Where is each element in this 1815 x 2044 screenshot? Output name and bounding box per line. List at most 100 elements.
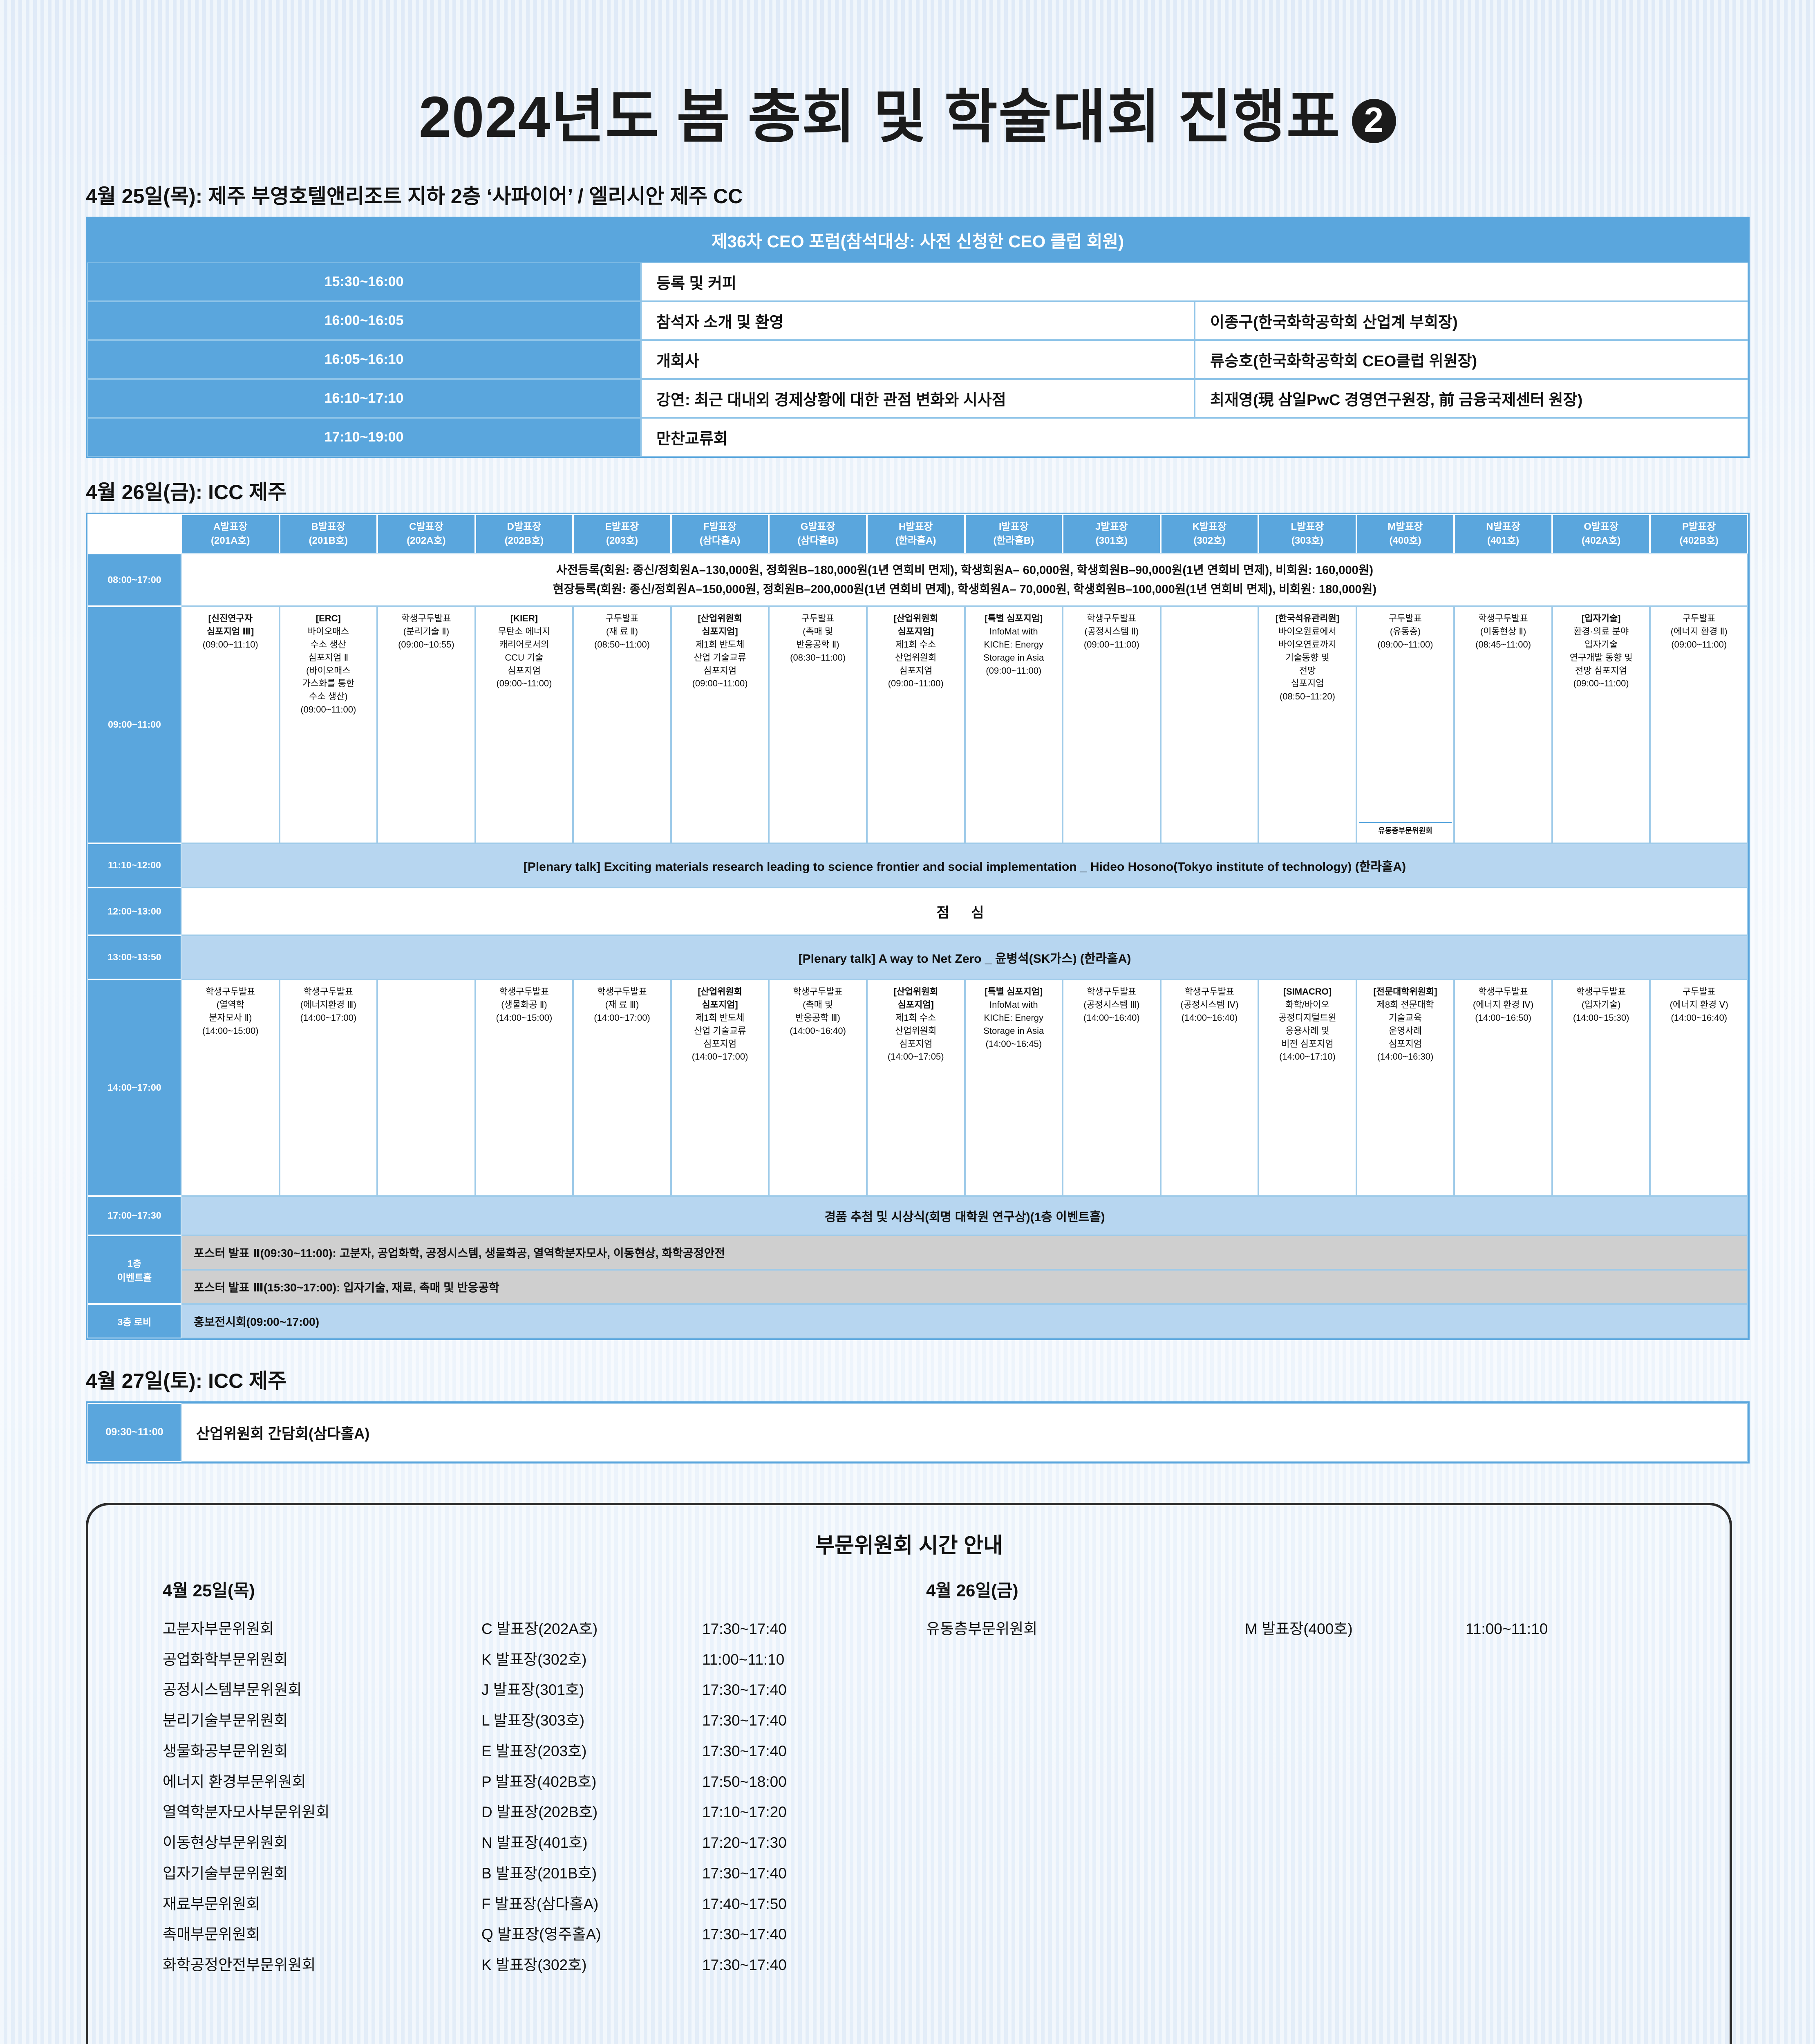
session-line: 제1회 반도체 <box>695 639 745 650</box>
committee-room: N 발표장(401호) <box>481 1834 588 1851</box>
room-number: (201B호) <box>309 535 348 547</box>
committee-row: 열역학분자모사부문위원회 D 발표장(202B호) 17:10~17:20 <box>145 1797 909 1828</box>
plenary-talk-2: [Plenary talk] A way to Net Zero _ 윤병석(S… <box>181 935 1748 979</box>
table-row: 15:30~16:00 등록 및 커피 <box>87 262 1748 301</box>
session-line: 산업위원회 <box>895 1025 937 1036</box>
room-number: (303호) <box>1291 535 1324 547</box>
committee-row: 고분자부문위원회 C 발표장(202A호) 17:30~17:40 <box>145 1614 909 1645</box>
session-line: (14:00~17:00) <box>300 1012 357 1023</box>
day3-time: 09:30~11:00 <box>87 1403 181 1462</box>
registration-onsiteline: 현장등록(회원: 종신/정회원A–150,000원, 정회원B–200,000원… <box>553 583 1377 596</box>
morning-session-cell-I발표장: [특별 심포지엄] InfoMat with KIChE: Energy Storag… <box>965 606 1063 843</box>
session-line: 운영사례 <box>1389 1025 1422 1036</box>
committee-name: 재료부문위원회 <box>163 1895 260 1912</box>
committee-name: 유동층부문위원회 <box>926 1620 1038 1637</box>
session-line: (08:50~11:00) <box>594 639 650 650</box>
session-line: CCU 기술 <box>505 652 544 663</box>
page-number-badge: 2 <box>1352 99 1396 143</box>
table-row: 14:00~17:00 학생구두발표 (열역학 분자모사 Ⅱ) (14:00~15:00… <box>87 979 1748 1196</box>
afternoon-session-cell-F발표장: [산업위원회 심포지엄] 제1회 반도체 산업 기술교류 심포지엄 (14:00~17:0… <box>671 979 769 1196</box>
session-title: [산업위원회 <box>698 986 742 997</box>
session-line: KIChE: Energy <box>984 639 1044 650</box>
committee-time: 17:10~17:20 <box>702 1804 787 1821</box>
table-row: 3층 로비 홍보전시회(09:00~17:00) <box>87 1304 1748 1338</box>
session-title: 심포지엄] <box>897 999 934 1010</box>
table-row: 16:00~16:05 참석자 소개 및 환영 이종구(한국화학공학회 산업계 … <box>87 301 1748 340</box>
committee-room: C 발표장(202A호) <box>481 1620 598 1637</box>
room-number: (402A호) <box>1581 535 1621 547</box>
session-line: 공정디지털트윈 <box>1278 1012 1336 1023</box>
session-line: (재 료 Ⅲ) <box>605 999 639 1010</box>
room-name: N발표장 <box>1486 521 1520 532</box>
session-line: 학생구두발표 <box>793 986 843 997</box>
committee-day-label: 4월 25일(목) <box>163 1580 255 1600</box>
session-line: (09:00~11:00) <box>300 704 356 715</box>
committee-name: 공업화학부문위원회 <box>163 1651 288 1668</box>
session-line: (입자기술) <box>1581 999 1621 1010</box>
committee-time: 11:00~11:10 <box>1466 1620 1548 1637</box>
ceo-row-time: 15:30~16:00 <box>87 262 641 301</box>
committee-time: 11:00~11:10 <box>702 1651 785 1668</box>
time-slot: 09:00~11:00 <box>87 606 181 843</box>
room-number: (202A호) <box>407 535 446 547</box>
session-line: (공정시스템 Ⅱ) <box>1084 626 1139 637</box>
room-number: (400호) <box>1389 535 1421 547</box>
room-number: (202B호) <box>504 535 544 547</box>
ceo-row-time: 16:00~16:05 <box>87 301 641 340</box>
afternoon-session-cell-I발표장: [특별 심포지엄] InfoMat with KIChE: Energy Storag… <box>965 979 1063 1196</box>
session-line: 환경·의료 분야 <box>1573 626 1629 637</box>
session-line: 수소 생산 <box>310 639 346 650</box>
committee-row: 촉매부문위원회 Q 발표장(영주홀A) 17:30~17:40 <box>145 1919 909 1950</box>
session-title: 심포지엄 Ⅲ] <box>207 626 254 637</box>
session-line: (14:00~16:45) <box>985 1038 1042 1049</box>
afternoon-session-cell-M발표장: [전문대학위원회] 제8회 전문대학 기술교육 운영사례 심포지엄 (14:00~16:3… <box>1356 979 1455 1196</box>
day3-heading: 4월 27일(토): ICC 제주 <box>86 1369 287 1392</box>
session-line: (에너지 환경 Ⅳ) <box>1473 999 1534 1010</box>
committee-room: B 발표장(201B호) <box>481 1865 597 1882</box>
session-title: [한국석유관리원] <box>1275 613 1340 623</box>
session-title: [특별 심포지엄] <box>985 613 1043 623</box>
afternoon-session-cell-J발표장: 학생구두발표 (공정시스템 Ⅲ) (14:00~16:40) <box>1063 979 1161 1196</box>
committee-name: 화학공정안전부문위원회 <box>163 1957 316 1974</box>
session-line: 구두발표 <box>801 613 835 623</box>
session-line: 구두발표 <box>1682 986 1716 997</box>
session-line: (촉매 및 <box>803 626 833 637</box>
time-slot: 08:00~17:00 <box>87 554 181 606</box>
session-line: 바이오원료에서 <box>1278 626 1336 637</box>
committee-time: 17:30~17:40 <box>702 1681 787 1699</box>
room-header-D발표장: D발표장 (202B호) <box>475 514 573 554</box>
room-header-row: A발표장 (201A호) B발표장 (201B호) C발표장 (202A호) D발표장 (20… <box>87 514 1748 554</box>
table-row: 1층 이벤트홀 포스터 발표 Ⅱ(09:30~11:00): 고분자, 공업화학, … <box>87 1235 1748 1304</box>
session-title: [KIER] <box>510 613 538 623</box>
session-line: 심포지엄 <box>899 1038 933 1049</box>
session-line: (09:00~11:00) <box>496 678 552 689</box>
session-line: 심포지엄 <box>1389 1038 1422 1049</box>
room-name: G발표장 <box>800 521 835 532</box>
committee-room: J 발표장(301호) <box>481 1681 584 1699</box>
committee-time: 17:30~17:40 <box>702 1957 787 1974</box>
room-name: P발표장 <box>1682 521 1716 532</box>
ceo-row-activity: 참석자 소개 및 환영 <box>641 301 1195 340</box>
committee-room: P 발표장(402B호) <box>481 1773 597 1790</box>
committee-row: 화학공정안전부문위원회 K 발표장(302호) 17:30~17:40 <box>145 1950 909 1981</box>
committee-name: 입자기술부문위원회 <box>163 1865 288 1882</box>
table-row: 제36차 CEO 포럼(참석대상: 사전 신청한 CEO 클럽 회원) <box>87 218 1748 262</box>
session-line: 제8회 전문대학 <box>1376 999 1434 1010</box>
morning-session-cell-O발표장: [입자기술] 환경·의료 분야 입자기술 연구개발 동향 및 전망 심포지엄 (09:00… <box>1552 606 1650 843</box>
committee-room: E 발표장(203호) <box>481 1742 587 1759</box>
afternoon-session-cell-B발표장: 학생구두발표 (에너지환경 Ⅲ) (14:00~17:00) <box>279 979 378 1196</box>
room-number: (삼다홀B) <box>797 535 838 547</box>
table-row: 08:00~17:00 사전등록(회원: 종신/정회원A–130,000원, 정회… <box>87 554 1748 606</box>
table-row: 11:10~12:00 [Plenary talk] Exciting mater… <box>87 843 1748 888</box>
committee-row: 에너지 환경부문위원회 P 발표장(402B호) 17:50~18:00 <box>145 1767 909 1797</box>
room-header-J발표장: J발표장 (301호) <box>1063 514 1161 554</box>
committee-name: 공정시스템부문위원회 <box>163 1681 302 1699</box>
session-line: (14:00~16:50) <box>1475 1012 1531 1023</box>
ceo-row-activity: 등록 및 커피 <box>641 262 1748 301</box>
session-line: (09:00~11:00) <box>986 665 1042 676</box>
morning-session-cell-H발표장: [산업위원회 심포지엄] 제1회 수소 산업위원회 심포지엄 (09:00~11:00) <box>866 606 965 843</box>
committee-name: 에너지 환경부문위원회 <box>163 1773 306 1790</box>
afternoon-session-cell-E발표장: 학생구두발표 (재 료 Ⅲ) (14:00~17:00) <box>573 979 671 1196</box>
time-slot: 14:00~17:00 <box>87 979 181 1196</box>
afternoon-session-cell-N발표장: 학생구두발표 (에너지 환경 Ⅳ) (14:00~16:50) <box>1454 979 1552 1196</box>
